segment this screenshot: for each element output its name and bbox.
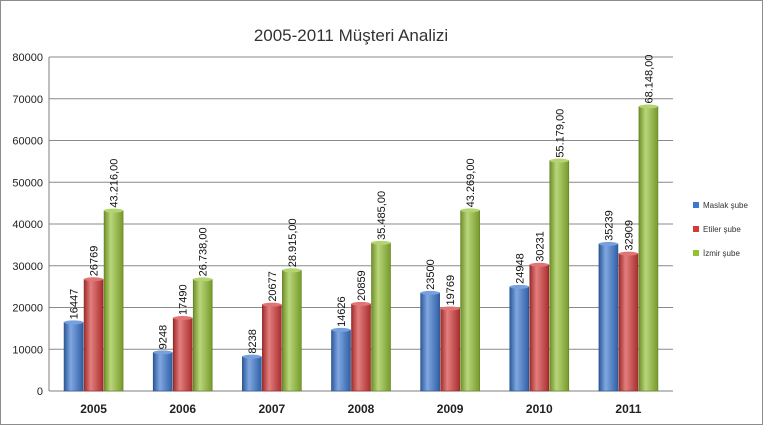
x-tick-label: 2009	[437, 402, 464, 416]
data-label: 9248	[158, 325, 170, 349]
legend-swatch	[693, 202, 699, 208]
data-label: 26.738,00	[198, 227, 210, 276]
data-label: 17490	[178, 284, 190, 315]
legend-swatch	[693, 250, 699, 256]
x-tick-label: 2005	[80, 402, 107, 416]
bars	[63, 104, 659, 392]
data-label: 32909	[623, 220, 635, 251]
bar-2005-0	[63, 322, 84, 392]
y-axis-ticks: 0 10000 20000 30000 40000 50000 60000 70000 8000…	[12, 52, 43, 398]
data-label: 30231	[534, 231, 546, 262]
bar-2007-2	[282, 269, 302, 392]
bar-2009-2	[460, 210, 480, 392]
bar-2011-2	[638, 106, 659, 392]
bar-cap	[420, 290, 440, 295]
bar-cap	[104, 208, 124, 213]
bar-cap	[351, 301, 371, 306]
bar-cap	[598, 241, 618, 246]
x-tick-label: 2006	[169, 402, 196, 416]
data-label: 43.216,00	[109, 159, 121, 208]
bar-cap	[242, 354, 262, 359]
bar-cap	[84, 277, 104, 282]
data-label: 68.148,00	[643, 55, 655, 104]
y-tick-label: 60000	[12, 136, 43, 148]
data-label: 19769	[445, 275, 457, 306]
bar-2010-0	[509, 286, 530, 392]
bar-2006-1	[172, 317, 193, 392]
x-tick-label: 2007	[259, 402, 286, 416]
bar-2011-0	[598, 243, 619, 392]
bar-cap	[193, 277, 213, 282]
bar-cap	[618, 251, 638, 256]
x-axis-ticks: 2005 2006 2007 2008 2009 2010 2011	[80, 402, 642, 416]
gridlines	[48, 56, 673, 392]
y-tick-label: 80000	[12, 52, 43, 64]
x-tick-label: 2011	[615, 402, 641, 416]
bar-2011-1	[618, 253, 639, 392]
bar-cap	[64, 320, 84, 325]
legend-label: Maslak şube	[703, 201, 748, 210]
legend-swatch	[693, 226, 699, 232]
data-label: 14626	[336, 296, 348, 327]
y-tick-label: 20000	[12, 303, 43, 315]
bar-cap	[549, 158, 569, 163]
data-label: 43.269,00	[465, 158, 477, 207]
data-labels: 16447 26769 43.216,00 9248 17490 26.738,00 823…	[69, 55, 656, 354]
x-tick-label: 2010	[526, 402, 553, 416]
y-tick-label: 40000	[12, 219, 43, 231]
bar-2006-2	[192, 279, 213, 392]
bar-2005-1	[83, 278, 104, 392]
legend-label: İzmir şube	[703, 249, 740, 258]
bar-2006-0	[152, 352, 173, 392]
data-label: 35.485,00	[376, 191, 388, 240]
y-tick-label: 10000	[12, 344, 43, 356]
bar-cap	[509, 284, 529, 289]
bar-2010-2	[549, 160, 570, 392]
y-tick-label: 70000	[12, 94, 43, 106]
data-label: 16447	[69, 289, 81, 320]
bar-2009-0	[420, 292, 440, 392]
data-label: 20677	[267, 271, 279, 302]
bar-2007-1	[262, 304, 282, 392]
bar-cap	[371, 240, 391, 245]
y-tick-label: 30000	[12, 261, 43, 273]
data-label: 20859	[356, 270, 368, 301]
bar-cap	[460, 208, 480, 213]
bar-cap	[638, 104, 658, 109]
bar-2007-0	[242, 356, 262, 392]
bar-cap	[440, 306, 460, 311]
legend-label: Etiler şube	[703, 225, 741, 234]
bar-2005-2	[103, 210, 124, 392]
x-tick-label: 2008	[348, 402, 375, 416]
bar-2008-2	[371, 242, 391, 392]
bar-2008-1	[351, 303, 371, 392]
data-label: 55.179,00	[554, 109, 566, 158]
bar-cap	[262, 302, 282, 307]
bar-2009-1	[440, 308, 460, 392]
data-label: 28.915,00	[287, 218, 299, 267]
bar-cap	[282, 268, 302, 273]
chart-title: 2005-2011 Müşteri Analizi	[254, 26, 448, 45]
data-label: 26769	[89, 246, 101, 277]
bar-cap	[529, 262, 549, 267]
bar-2008-0	[331, 329, 351, 392]
data-label: 23500	[425, 259, 437, 290]
bar-cap	[153, 350, 173, 355]
bar-cap	[173, 315, 193, 320]
legend: Maslak şube Etiler şube İzmir şube	[693, 201, 748, 258]
data-label: 8238	[247, 329, 259, 353]
y-tick-label: 50000	[12, 177, 43, 189]
data-label: 35239	[603, 210, 615, 241]
bar-cap	[331, 327, 351, 332]
bar-2010-1	[529, 264, 550, 392]
data-label: 24948	[514, 253, 526, 284]
y-tick-label: 0	[37, 386, 43, 398]
